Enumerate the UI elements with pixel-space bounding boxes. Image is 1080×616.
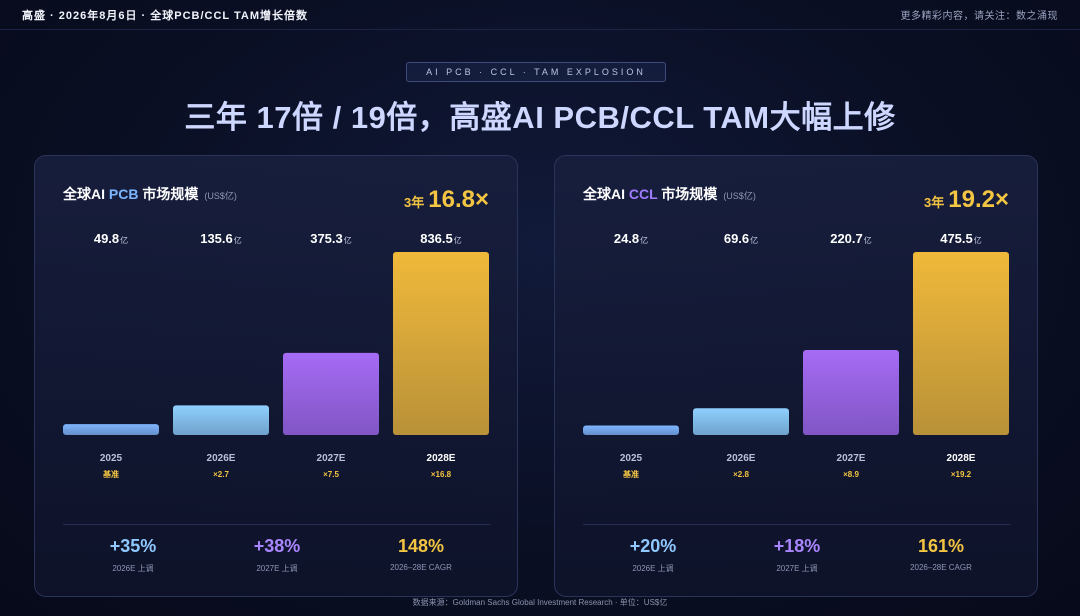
header-left-text: 高盛 · 2026年8月6日 · 全球PCB/CCL TAM增长倍数 xyxy=(22,9,309,22)
divider xyxy=(583,524,1011,525)
stat-value: +35% xyxy=(109,536,157,556)
category-label: 2025 xyxy=(100,453,123,464)
pcb-chart-panel: 全球AI PCB 市场规模 (US$亿) 3年 16.8× 49.8亿 2025 基准 1… xyxy=(34,155,518,597)
stat-label: 2026–28E CAGR xyxy=(390,563,452,572)
stat-value: 161% xyxy=(917,536,965,556)
panel-title: 全球AI PCB 市场规模 (US$亿) xyxy=(63,184,237,204)
panel-title-prefix: 全球AI xyxy=(583,186,629,202)
bar-2025 xyxy=(63,424,159,435)
stat-label: 2027E 上调 xyxy=(256,564,298,573)
multiplier-label: ×7.5 xyxy=(323,470,339,479)
bar-2027E xyxy=(283,352,379,435)
bar-value-label: 24.8亿 xyxy=(614,231,648,246)
stat-2027-revision: +38% 2027E 上调 xyxy=(207,536,347,574)
bar-2028E xyxy=(913,252,1009,435)
multiplier-label: 基准 xyxy=(622,469,639,479)
bar-value-label: 69.6亿 xyxy=(724,231,758,246)
page-title: 三年 17倍 / 19倍，高盛AI PCB/CCL TAM大幅上修 xyxy=(184,100,896,135)
category-label: 2025 xyxy=(620,453,643,464)
multiplier-label: ×2.8 xyxy=(733,470,749,479)
category-label: 2027E xyxy=(837,453,866,464)
panel-title-suffix: 市场规模 xyxy=(138,186,199,202)
category-label: 2028E xyxy=(427,453,456,464)
stat-cagr: 161% 2026–28E CAGR xyxy=(871,536,1011,572)
bar-2028E xyxy=(393,252,489,435)
source-footnote: 数据来源：Goldman Sachs Global Investment Res… xyxy=(412,598,668,607)
category-label: 2028E xyxy=(947,453,976,464)
stat-value: 148% xyxy=(397,536,445,556)
bar-2026E xyxy=(693,408,789,435)
bar-2026E xyxy=(173,405,269,435)
multiplier-label: ×8.9 xyxy=(843,470,859,479)
category-label: 2026E xyxy=(727,453,756,464)
top-bar: 高盛 · 2026年8月6日 · 全球PCB/CCL TAM增长倍数 更多精彩内… xyxy=(0,0,1080,30)
category-label: 2027E xyxy=(317,453,346,464)
category-label: 2026E xyxy=(207,453,236,464)
stat-value: +20% xyxy=(629,536,677,556)
bar-value-label: 475.5亿 xyxy=(940,231,982,246)
multiplier-label: 基准 xyxy=(102,469,119,479)
pcb-bar-chart: 49.8亿 2025 基准 135.6亿 2026E ×2.7 375.3亿 2027E ×7.… xyxy=(63,231,489,479)
ccl-bar-chart: 24.8亿 2025 基准 69.6亿 2026E ×2.8 220.7亿 2027E ×8.9… xyxy=(583,231,1009,479)
bar-2027E xyxy=(803,350,899,435)
panel-unit: (US$亿) xyxy=(723,191,756,201)
growth-multiple: 3年 19.2× xyxy=(924,186,1009,214)
multiplier-label: ×2.7 xyxy=(213,470,229,479)
stat-value: +38% xyxy=(253,536,301,556)
stat-2026-revision: +20% 2026E 上调 xyxy=(583,536,723,574)
panel-title: 全球AI CCL 市场规模 (US$亿) xyxy=(583,184,756,204)
stat-label: 2027E 上调 xyxy=(776,564,818,573)
stat-2027-revision: +18% 2027E 上调 xyxy=(727,536,867,574)
growth-prefix: 3年 xyxy=(924,195,945,210)
panel-title-suffix: 市场规模 xyxy=(657,186,718,202)
stat-cagr: 148% 2026–28E CAGR xyxy=(351,536,491,572)
bar-value-label: 49.8亿 xyxy=(94,231,128,246)
bar-value-label: 135.6亿 xyxy=(200,231,242,246)
stat-label: 2026E 上调 xyxy=(112,564,154,573)
header-right-text: 更多精彩内容，请关注：数之涌现 xyxy=(900,11,1058,22)
ccl-chart-panel: 全球AI CCL 市场规模 (US$亿) 3年 19.2× 24.8亿 2025 基准 6… xyxy=(554,155,1038,597)
bar-value-label: 375.3亿 xyxy=(310,231,352,246)
panel-title-prefix: 全球AI xyxy=(63,186,109,202)
growth-multiple: 3年 16.8× xyxy=(404,186,489,214)
growth-prefix: 3年 xyxy=(404,195,425,210)
growth-value: 19.2× xyxy=(948,186,1009,213)
bar-value-label: 836.5亿 xyxy=(420,231,462,246)
growth-value: 16.8× xyxy=(428,186,489,213)
divider xyxy=(63,524,491,525)
stat-label: 2026–28E CAGR xyxy=(910,563,972,572)
bar-value-label: 220.7亿 xyxy=(830,231,872,246)
stat-2026-revision: +35% 2026E 上调 xyxy=(63,536,203,574)
multiplier-label: ×19.2 xyxy=(951,470,972,479)
stat-label: 2026E 上调 xyxy=(632,564,674,573)
stat-value: +18% xyxy=(773,536,821,556)
panel-title-keyword: PCB xyxy=(108,186,139,202)
bar-2025 xyxy=(583,425,679,435)
multiplier-label: ×16.8 xyxy=(431,470,452,479)
tagline-badge: AI PCB · CCL · TAM EXPLOSION xyxy=(406,62,666,82)
panel-unit: (US$亿) xyxy=(204,191,237,201)
panel-title-keyword: CCL xyxy=(628,186,658,202)
